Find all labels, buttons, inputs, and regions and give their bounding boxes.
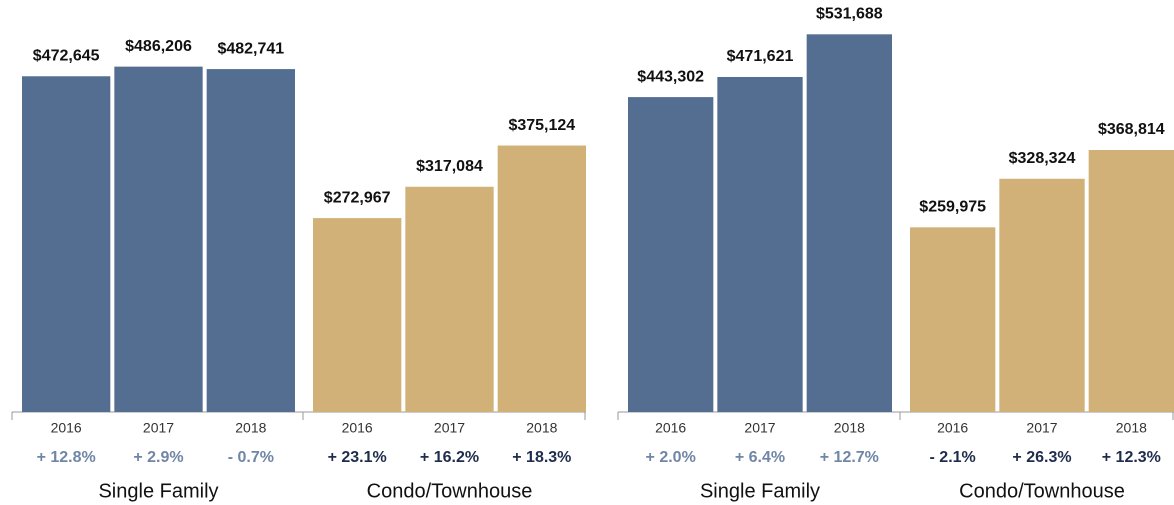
bar [628,97,714,412]
value-label: $317,084 [416,158,483,175]
group-label: Condo/Townhouse [959,480,1125,502]
bar [22,76,111,413]
year-label: 2017 [143,420,174,436]
year-label: 2018 [834,420,865,436]
year-label: 2016 [342,420,373,436]
bar [405,186,494,412]
year-label: 2017 [744,420,775,436]
value-label: $272,967 [324,189,391,206]
bar [1088,150,1174,412]
bar [806,34,892,413]
year-label: 2016 [937,420,968,436]
group-label: Single Family [700,480,820,502]
value-label: $259,975 [919,199,986,216]
change-label: + 12.3% [1102,449,1161,466]
bar [206,69,295,412]
group-label: Condo/Townhouse [367,480,533,502]
value-label: $486,206 [125,38,192,55]
change-label: + 26.3% [1012,449,1071,466]
change-label: - 2.1% [930,449,976,466]
bar [497,145,586,413]
change-label: + 12.8% [37,449,96,466]
value-label: $472,645 [33,47,100,64]
bar [910,227,996,412]
value-label: $368,814 [1098,121,1165,138]
value-label: $328,324 [1009,150,1076,167]
year-label: 2018 [235,420,266,436]
year-label: 2018 [1116,420,1147,436]
bar [717,76,803,413]
year-label: 2017 [434,420,465,436]
year-label: 2016 [51,420,82,436]
change-label: + 2.9% [133,449,183,466]
year-label: 2016 [655,420,686,436]
bar [114,66,203,412]
value-label: $443,302 [637,68,704,85]
value-label: $531,688 [816,6,883,23]
bar [313,218,402,412]
year-label: 2018 [526,420,557,436]
change-label: + 6.4% [735,449,785,466]
year-label: 2017 [1026,420,1057,436]
change-label: + 23.1% [328,449,387,466]
value-label: $471,621 [727,48,794,65]
change-label: + 2.0% [646,449,696,466]
change-label: - 0.7% [228,449,274,466]
change-label: + 16.2% [420,449,479,466]
change-label: + 18.3% [512,449,571,466]
change-label: + 12.7% [820,449,879,466]
value-label: $375,124 [508,117,575,134]
bar [999,178,1085,412]
value-label: $482,741 [217,40,284,57]
group-label: Single Family [98,480,218,502]
